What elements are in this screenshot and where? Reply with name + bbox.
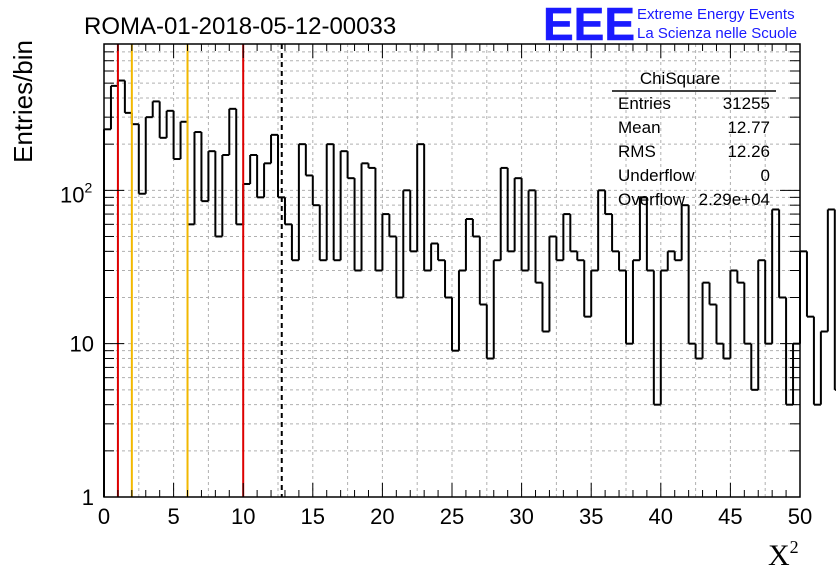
- cut-lines: [116, 44, 283, 497]
- x-tick-label: 0: [98, 504, 110, 529]
- x-tick-label: 50: [788, 504, 812, 529]
- x-tick-label: 45: [718, 504, 742, 529]
- logo-line-2: La Scienza nelle Scuole: [637, 25, 797, 42]
- stats-rows: Entries 31255 Mean 12.77 RMS 12.26 Underflow 0 O…: [618, 94, 770, 209]
- eee-logo-mark: EEE: [543, 0, 635, 50]
- y-tick-label: 1: [82, 485, 94, 510]
- x-tick-label: 30: [509, 504, 533, 529]
- x-tick-label: 25: [440, 504, 464, 529]
- stats-box: ChiSquare Entries 31255 Mean 12.77 RMS 12.26 U…: [612, 69, 776, 209]
- x-tick-label: 15: [301, 504, 325, 529]
- stats-label: Overflow: [618, 190, 686, 209]
- stats-value: 12.77: [727, 118, 770, 137]
- x-axis-label-main: X: [768, 539, 790, 572]
- stats-label: RMS: [618, 142, 656, 161]
- x-tick-label: 35: [579, 504, 603, 529]
- x-tick-label: 10: [231, 504, 255, 529]
- chart-title: ROMA-01-2018-05-12-00033: [84, 13, 396, 40]
- stats-label: Underflow: [618, 166, 695, 185]
- y-tick-label: 102: [60, 179, 92, 207]
- x-axis-label: X2: [768, 537, 799, 572]
- logo-line-1: Extreme Energy Events: [637, 6, 795, 23]
- y-axis-ticks: 1 10 102: [60, 43, 800, 510]
- stats-label: Mean: [618, 118, 661, 137]
- stats-box-title: ChiSquare: [640, 69, 720, 88]
- x-axis-label-sup: 2: [790, 537, 799, 557]
- eee-logo: EEE Extreme Energy Events La Scienza nel…: [543, 0, 797, 50]
- y-tick-label: 10: [70, 332, 94, 357]
- stats-value: 31255: [723, 94, 770, 113]
- stats-value: 12.26: [727, 142, 770, 161]
- x-tick-label: 20: [370, 504, 394, 529]
- x-tick-label: 40: [649, 504, 673, 529]
- histogram-bars: [103, 79, 836, 497]
- x-tick-label: 5: [167, 504, 179, 529]
- stats-value: 0: [761, 166, 770, 185]
- stats-label: Entries: [618, 94, 671, 113]
- x-axis-ticks: 0 5 10 15 20 25 30 35 40 45 50: [98, 44, 812, 529]
- stats-value: 2.29e+04: [699, 190, 770, 209]
- grid-lines: [104, 44, 800, 497]
- y-axis-label: Entries/bin: [8, 40, 38, 163]
